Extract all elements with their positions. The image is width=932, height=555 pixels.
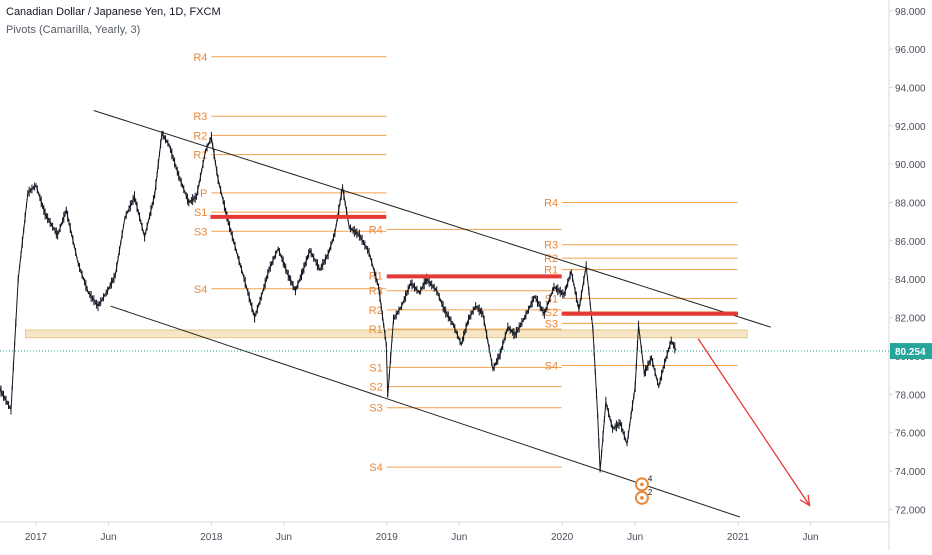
- x-tick-label: Jun: [276, 532, 292, 543]
- pivot-level-label: R4: [369, 224, 383, 236]
- y-tick-label: 78.000: [895, 390, 926, 401]
- pivot-level-label: R2: [369, 305, 383, 317]
- y-tick-label: 82.000: [895, 314, 926, 325]
- pivot-level-label: R4: [544, 198, 558, 210]
- pivot-level-label: S3: [545, 318, 558, 330]
- x-tick-label: Jun: [100, 532, 116, 543]
- pivot-level-label: R3: [369, 286, 383, 298]
- x-tick-label: 2019: [376, 532, 399, 543]
- event-marker-label: 2: [648, 488, 653, 497]
- x-tick-label: Jun: [802, 532, 818, 543]
- pivot-level-label: S2: [545, 307, 558, 319]
- pivot-level-label: R3: [193, 111, 207, 123]
- pivot-level-label: S3: [194, 226, 207, 238]
- pivot-level-label: S4: [545, 361, 558, 373]
- pivot-level-label: P: [200, 188, 207, 200]
- y-tick-label: 88.000: [895, 199, 926, 210]
- pivot-level-label: R4: [193, 52, 207, 64]
- pivot-level-label: S2: [369, 382, 382, 394]
- y-tick-label: 94.000: [895, 83, 926, 94]
- event-marker-dot: [640, 496, 644, 500]
- forecast-arrow-head: [799, 494, 811, 507]
- x-tick-label: Jun: [451, 532, 467, 543]
- y-tick-label: 90.000: [895, 160, 926, 171]
- pivot-level-label: R2: [193, 130, 207, 142]
- x-tick-label: 2017: [25, 532, 48, 543]
- y-tick-label: 84.000: [895, 275, 926, 286]
- pivot-level-label: S4: [194, 284, 207, 296]
- indicator-legend: Pivots (Camarilla, Yearly, 3): [6, 24, 141, 36]
- last-price-box: [890, 343, 932, 360]
- last-price-label: 80.254: [895, 347, 926, 358]
- pivot-level-label: S1: [194, 207, 207, 219]
- pivot-level-label: R1: [369, 324, 383, 336]
- y-tick-label: 76.000: [895, 429, 926, 440]
- pivot-level-label: S1: [369, 362, 382, 374]
- x-tick-label: 2020: [551, 532, 574, 543]
- y-tick-label: 72.000: [895, 505, 926, 516]
- event-marker-dot: [640, 482, 644, 487]
- pivot-level-label: S4: [369, 462, 382, 474]
- pivot-level-label: R1: [544, 265, 558, 277]
- y-tick-label: 74.000: [895, 467, 926, 478]
- y-tick-label: 96.000: [895, 45, 926, 56]
- forecast-arrow-shaft: [697, 338, 811, 506]
- pivot-level-label: S3: [369, 403, 382, 415]
- support-zone: [24, 329, 748, 339]
- y-tick-label: 92.000: [895, 122, 926, 133]
- price-line: [0, 132, 677, 472]
- y-tick-label: 98.000: [895, 7, 926, 18]
- channel-lower-line: [110, 305, 741, 518]
- channel-upper-line: [93, 109, 771, 328]
- pivot-level-label: R3: [544, 240, 558, 252]
- event-marker-label: 4: [648, 474, 653, 483]
- symbol-title: Canadian Dollar / Japanese Yen, 1D, FXCM: [6, 6, 221, 18]
- x-tick-label: 2018: [200, 532, 223, 543]
- x-tick-label: Jun: [627, 532, 643, 543]
- x-tick-label: 2021: [727, 532, 750, 543]
- y-tick-label: 86.000: [895, 237, 926, 248]
